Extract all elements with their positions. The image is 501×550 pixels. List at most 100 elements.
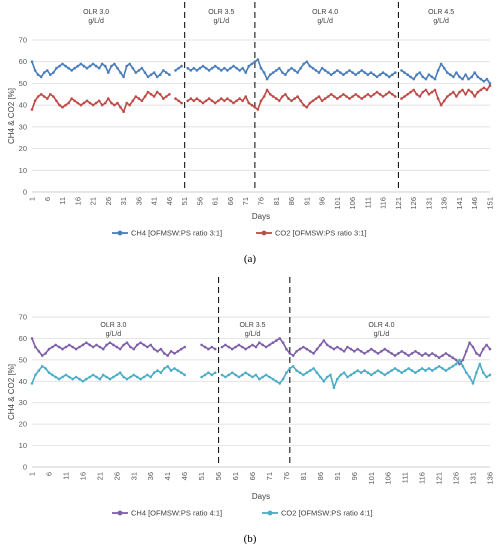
data-point bbox=[353, 350, 356, 353]
data-point bbox=[349, 347, 353, 351]
data-point bbox=[485, 88, 489, 92]
data-point bbox=[308, 101, 312, 105]
data-point bbox=[158, 73, 162, 76]
data-point bbox=[152, 71, 156, 74]
legend-label: CO2 [OFMSW:PS ratio 4:1] bbox=[281, 509, 373, 518]
data-point bbox=[339, 373, 343, 377]
data-point bbox=[485, 77, 489, 81]
x-tick-label: 16 bbox=[78, 472, 87, 480]
data-point bbox=[333, 71, 336, 74]
data-point bbox=[220, 345, 224, 349]
data-point bbox=[317, 71, 321, 74]
data-point bbox=[471, 382, 475, 385]
data-point bbox=[291, 365, 295, 368]
data-point bbox=[67, 101, 70, 105]
data-point bbox=[381, 71, 385, 74]
x-tick-label: 76 bbox=[282, 472, 291, 480]
data-point bbox=[213, 64, 217, 68]
y-tick-label: 30 bbox=[19, 122, 27, 131]
data-point bbox=[132, 373, 136, 377]
data-point bbox=[381, 95, 385, 98]
data-point bbox=[58, 103, 61, 107]
data-point bbox=[410, 352, 414, 355]
data-point bbox=[95, 375, 98, 379]
data-point bbox=[137, 97, 141, 100]
data-point bbox=[163, 352, 166, 355]
data-point bbox=[156, 369, 159, 372]
data-point bbox=[376, 352, 380, 355]
data-point bbox=[180, 101, 183, 105]
data-point bbox=[360, 97, 364, 100]
data-point bbox=[73, 66, 76, 70]
data-point bbox=[238, 97, 241, 100]
data-point bbox=[451, 356, 455, 359]
x-tick-label: 101 bbox=[367, 472, 376, 485]
data-point bbox=[369, 95, 373, 98]
data-point bbox=[226, 97, 229, 100]
data-point bbox=[384, 93, 388, 96]
data-point bbox=[256, 58, 260, 61]
data-point bbox=[449, 73, 452, 76]
data-point bbox=[149, 93, 153, 96]
data-point bbox=[320, 66, 324, 70]
data-point bbox=[237, 375, 241, 379]
data-point bbox=[357, 71, 361, 74]
phase-label: OLR 4.0 bbox=[312, 9, 338, 16]
data-point bbox=[100, 103, 104, 107]
data-point bbox=[366, 350, 370, 353]
data-point bbox=[107, 71, 110, 74]
data-point bbox=[407, 354, 410, 357]
data-point bbox=[390, 369, 393, 372]
data-point bbox=[366, 93, 370, 96]
x-tick-label: 66 bbox=[248, 472, 257, 480]
data-point bbox=[298, 371, 302, 374]
data-point bbox=[224, 375, 227, 379]
data-point bbox=[275, 380, 278, 383]
x-tick-label: 26 bbox=[104, 197, 113, 205]
data-point bbox=[88, 343, 91, 347]
y-tick-label: 10 bbox=[19, 441, 27, 450]
data-point bbox=[116, 66, 119, 70]
data-point bbox=[149, 343, 152, 347]
data-point bbox=[39, 93, 43, 96]
data-point bbox=[135, 343, 139, 347]
data-point bbox=[166, 354, 169, 357]
data-point bbox=[112, 343, 115, 347]
data-point bbox=[46, 69, 49, 72]
data-point bbox=[95, 343, 98, 347]
data-point bbox=[482, 86, 486, 90]
data-point bbox=[122, 75, 125, 79]
data-point bbox=[163, 367, 166, 370]
data-point bbox=[70, 97, 73, 100]
data-point bbox=[155, 75, 159, 79]
data-point bbox=[61, 106, 64, 109]
data-point bbox=[173, 352, 176, 355]
data-point bbox=[226, 69, 229, 72]
data-point bbox=[195, 69, 199, 72]
data-point bbox=[162, 69, 165, 72]
data-point bbox=[403, 71, 406, 74]
x-tick-label: 106 bbox=[384, 472, 393, 485]
data-point bbox=[437, 356, 441, 359]
data-point bbox=[444, 369, 448, 372]
data-point bbox=[417, 352, 421, 355]
data-point bbox=[302, 62, 306, 66]
data-point bbox=[403, 369, 407, 372]
data-point bbox=[473, 71, 477, 74]
y-tick-label: 60 bbox=[19, 334, 27, 343]
data-point bbox=[125, 101, 128, 105]
data-point bbox=[203, 345, 207, 349]
data-point bbox=[192, 99, 196, 103]
series-line bbox=[31, 338, 186, 357]
data-point bbox=[244, 71, 247, 74]
data-point bbox=[452, 75, 455, 79]
data-point bbox=[332, 347, 336, 351]
data-point bbox=[159, 371, 163, 374]
x-tick-label: 116 bbox=[379, 197, 388, 209]
data-point bbox=[348, 69, 351, 72]
x-tick-label: 126 bbox=[409, 197, 418, 210]
data-point bbox=[232, 64, 235, 68]
legend-label: CO2 [OFMSW:PS ratio 3:1] bbox=[275, 229, 367, 238]
x-tick-label: 136 bbox=[440, 197, 449, 210]
data-point bbox=[54, 343, 57, 347]
